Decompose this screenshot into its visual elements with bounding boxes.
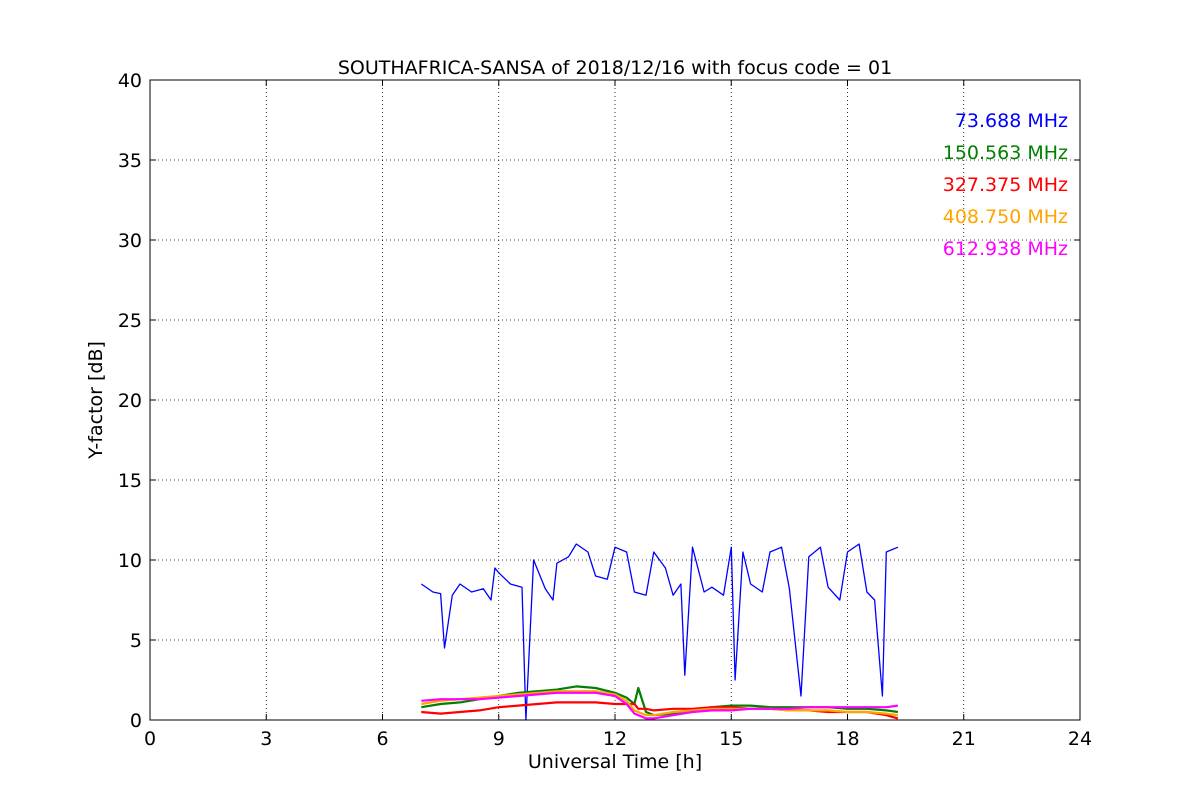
series-line-0 — [420, 543, 899, 721]
y-tick-label: 35 — [118, 150, 142, 172]
x-tick-label: 6 — [376, 728, 388, 750]
chart-title: SOUTHAFRICA-SANSA of 2018/12/16 with foc… — [338, 57, 892, 79]
y-axis-label: Y-factor [dB] — [85, 341, 107, 460]
x-tick-label: 24 — [1068, 728, 1092, 750]
y-tick-label: 10 — [118, 550, 142, 572]
y-tick-label: 20 — [118, 390, 142, 412]
grid — [150, 80, 1080, 720]
x-axis-label: Universal Time [h] — [528, 751, 702, 773]
x-tick-label: 0 — [144, 728, 156, 750]
legend-entry: 73.688 MHz — [955, 110, 1068, 132]
x-tick-label: 15 — [719, 728, 743, 750]
x-tick-label: 3 — [260, 728, 272, 750]
y-tick-label: 30 — [118, 230, 142, 252]
legend-entry: 327.375 MHz — [943, 174, 1068, 196]
legend: 73.688 MHz 150.563 MHz 327.375 MHz 408.750 … — [943, 110, 1068, 260]
y-tick-label: 15 — [118, 470, 142, 492]
legend-entry: 408.750 MHz — [943, 206, 1068, 228]
x-tick-label: 21 — [952, 728, 976, 750]
axis-ticks: 0 3 6 9 12 15 18 21 24 0 5 10 15 20 25 30 35 40 — [118, 70, 1092, 750]
series-line-4 — [421, 691, 899, 720]
legend-entry: 150.563 MHz — [943, 142, 1068, 164]
legend-entry: 612.938 MHz — [943, 238, 1068, 260]
y-tick-label: 5 — [130, 630, 142, 652]
y-tick-label: 40 — [118, 70, 142, 92]
x-tick-label: 12 — [603, 728, 627, 750]
y-tick-label: 25 — [118, 310, 142, 332]
x-tick-label: 18 — [835, 728, 859, 750]
y-tick-label: 0 — [130, 710, 142, 732]
series-line-3 — [421, 690, 899, 717]
plot-series — [420, 543, 899, 721]
x-tick-label: 9 — [493, 728, 505, 750]
